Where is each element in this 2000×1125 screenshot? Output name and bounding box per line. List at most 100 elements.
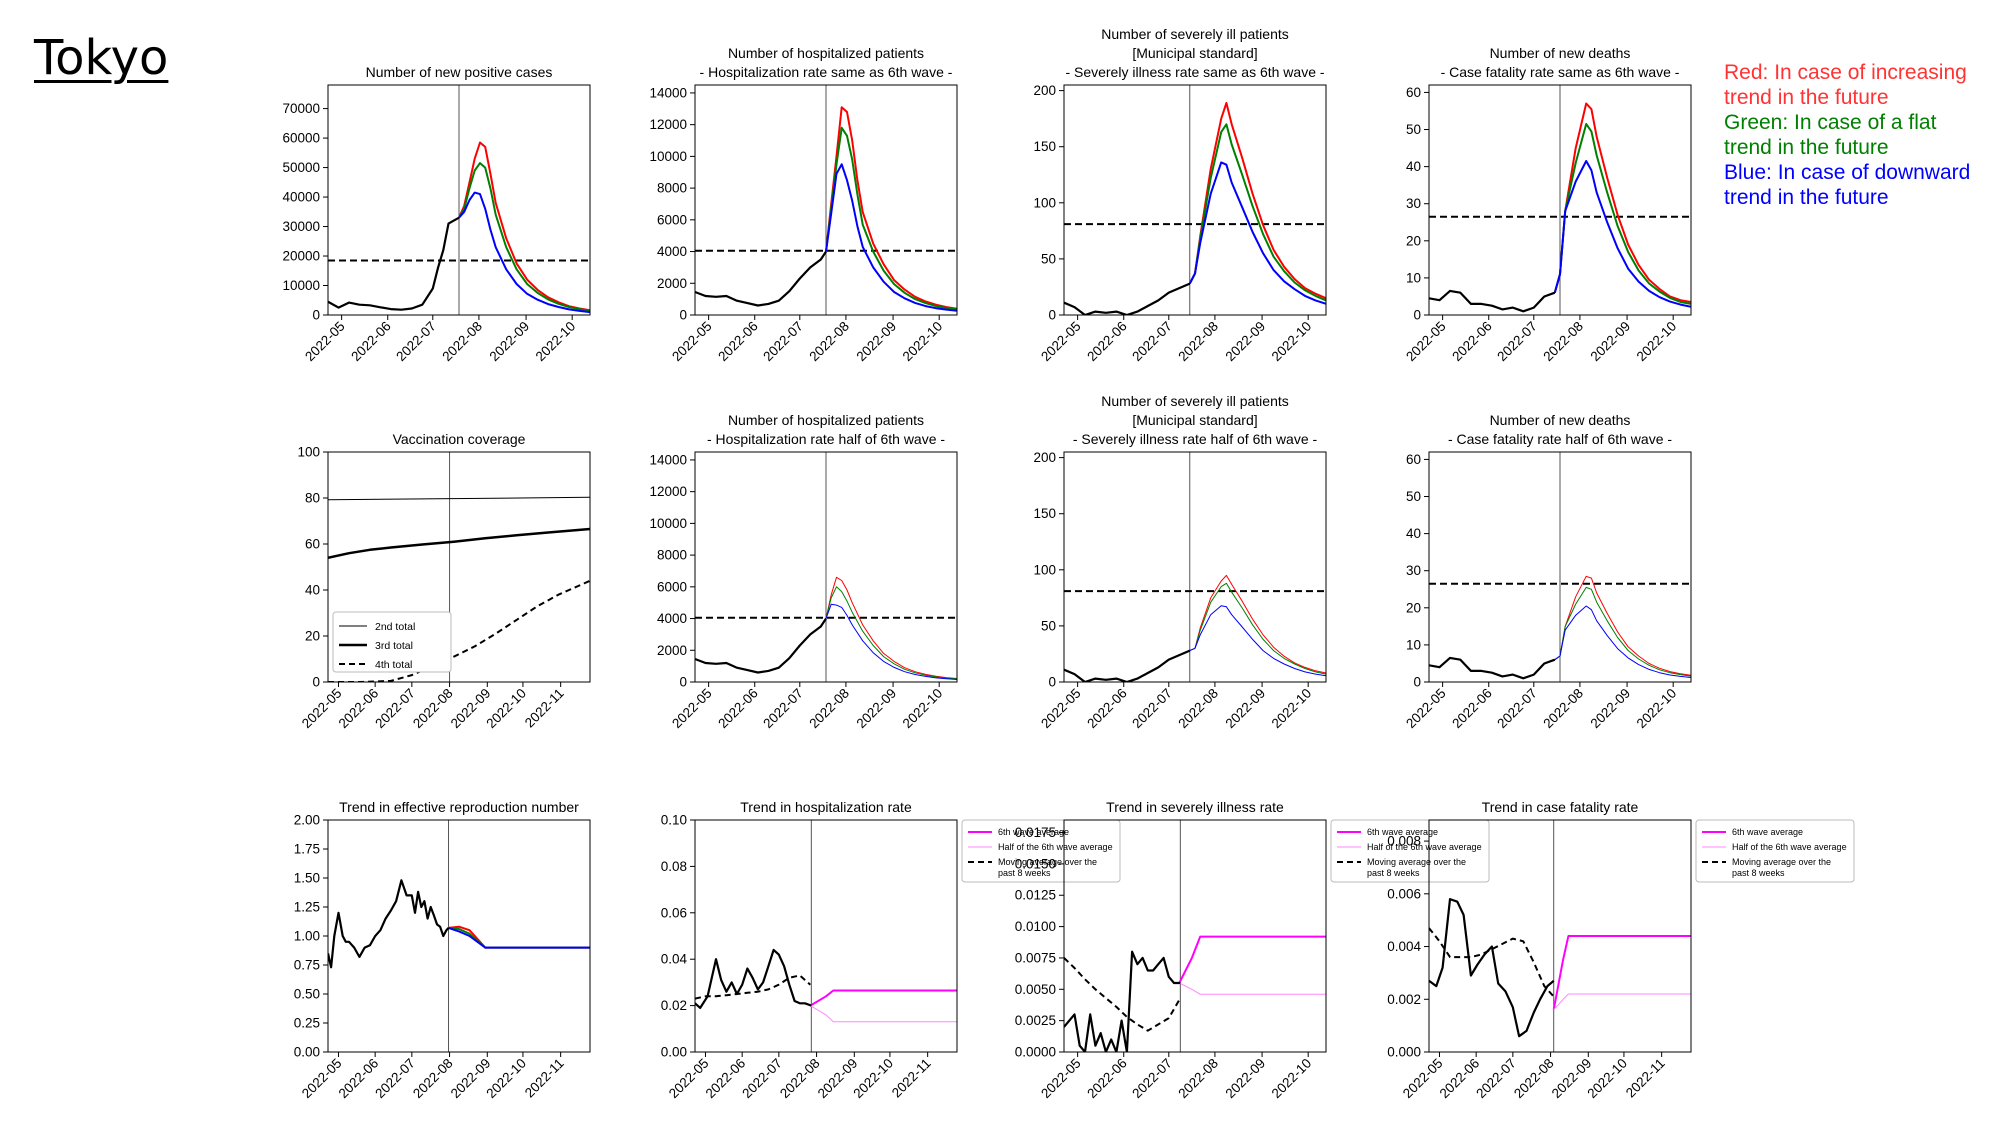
y-tick-label: 8000 — [657, 548, 687, 563]
chart-title: Number of severely ill patients — [1101, 393, 1289, 409]
plot-area — [1064, 820, 1326, 1052]
plot-area — [1429, 85, 1691, 315]
x-tick-label: 2022-05 — [302, 319, 348, 365]
legend-label: Half of the 6th wave average — [998, 842, 1113, 852]
x-tick-label: 2022-09 — [487, 319, 533, 365]
y-tick-label: 0.002 — [1387, 992, 1421, 1007]
x-tick-label: 2022-08 — [410, 1056, 456, 1102]
x-tick-label: 2022-08 — [806, 319, 852, 365]
x-tick-label: 2022-09 — [1223, 319, 1269, 365]
plot-area — [695, 85, 957, 315]
y-tick-label: 0.75 — [294, 958, 320, 973]
x-tick-label: 2022-11 — [522, 686, 567, 731]
y-tick-label: 0 — [679, 675, 687, 690]
y-tick-label: 0 — [1048, 675, 1056, 690]
y-tick-label: 10000 — [649, 516, 687, 531]
x-tick-label: 2022-10 — [900, 686, 946, 732]
chart-title: Trend in case fatality rate — [1482, 799, 1639, 815]
chart-severely-ill-half: Number of severely ill patients [Municipa… — [1033, 393, 1327, 732]
series-observed — [328, 216, 460, 311]
y-tick-label: 100 — [297, 445, 320, 460]
chart-title: [Municipal standard] — [1132, 45, 1257, 61]
series-flat — [1553, 123, 1691, 305]
x-tick-label: 2022-05 — [1400, 1056, 1446, 1102]
y-tick-label: 1.25 — [294, 900, 320, 915]
plot-area — [1429, 452, 1691, 682]
y-tick-label: 0.06 — [661, 905, 687, 920]
chart-title: - Severely illness rate half of 6th wave… — [1073, 431, 1318, 447]
y-tick-label: 1.75 — [294, 842, 320, 857]
series-increasing — [1553, 102, 1691, 303]
legend-box — [1695, 819, 1855, 883]
series-increasing — [458, 141, 590, 312]
series-flat — [1188, 123, 1326, 302]
x-tick-label: 2022-08 — [1175, 686, 1221, 732]
y-tick-label: 0.0050 — [1015, 982, 1056, 997]
x-tick-label: 2022-07 — [372, 1056, 418, 1102]
series-observed — [1429, 656, 1556, 680]
plot-frame — [1063, 451, 1327, 683]
y-tick-label: 0.000 — [1387, 1045, 1421, 1060]
plot-area — [1064, 452, 1326, 682]
legend-label: Half of the 6th wave average — [1732, 842, 1847, 852]
x-tick-label: 2022-06 — [1449, 319, 1495, 365]
x-tick-label: 2022-11 — [889, 1056, 934, 1101]
y-tick-label: 100 — [1033, 562, 1056, 577]
legend-label: 6th wave average — [1732, 827, 1803, 837]
legend-label: 6th wave average — [1367, 827, 1438, 837]
y-tick-label: 0.008 — [1387, 834, 1421, 849]
y-tick-label: 0.004 — [1387, 939, 1421, 954]
x-tick-label: 2022-05 — [299, 686, 345, 732]
x-tick-label: 2022-07 — [1494, 686, 1540, 732]
y-tick-label: 0.00 — [294, 1045, 320, 1060]
chart-title: Trend in effective reproduction number — [339, 799, 579, 815]
y-tick-label: 0.0125 — [1015, 888, 1056, 903]
y-tick-label: 2000 — [657, 276, 687, 291]
x-tick-label: 2022-06 — [336, 1056, 382, 1102]
chart-effective-reproduction: Trend in effective reproduction number 0.… — [294, 799, 591, 1102]
x-tick-label: 2022-07 — [1129, 686, 1175, 732]
legend-label: Moving average over the past 8 weeks — [1732, 857, 1831, 878]
y-tick-label: 50 — [1406, 489, 1421, 504]
series-moving-average — [1064, 957, 1182, 1032]
series-downward — [825, 163, 957, 312]
y-tick-label: 40 — [1406, 526, 1421, 541]
x-tick-label: 2022-06 — [715, 319, 761, 365]
x-tick-label: 2022-05 — [1038, 1056, 1084, 1102]
plot-frame — [1063, 84, 1327, 316]
x-tick-label: 2022-06 — [1449, 686, 1495, 732]
y-tick-label: 6000 — [657, 579, 687, 594]
y-tick-label: 10 — [1406, 270, 1421, 285]
y-tick-label: 2.00 — [294, 813, 320, 828]
y-tick-label: 50 — [1406, 122, 1421, 137]
series-increasing — [825, 576, 957, 679]
x-tick-label: 2022-09 — [1223, 1056, 1269, 1102]
x-tick-label: 2022-06 — [715, 686, 761, 732]
series-increasing — [1189, 574, 1326, 674]
x-tick-label: 2022-08 — [1540, 686, 1586, 732]
plot-frame — [694, 84, 958, 316]
legend-label: 2nd total — [375, 621, 415, 633]
legend-line: trend in the future — [1724, 136, 1889, 159]
series-increasing — [1554, 575, 1691, 676]
x-tick-label: 2022-06 — [1437, 1056, 1483, 1102]
y-tick-label: 14000 — [649, 452, 687, 467]
y-tick-label: 0.0150 — [1015, 856, 1056, 871]
x-tick-label: 2022-10 — [850, 1056, 896, 1102]
y-tick-label: 0.10 — [661, 813, 687, 828]
plot-frame — [327, 451, 591, 683]
y-tick-label: 150 — [1033, 139, 1056, 154]
y-tick-label: 6000 — [657, 212, 687, 227]
x-tick-label: 2022-10 — [483, 1056, 529, 1102]
plot-area — [328, 820, 590, 1052]
plot-frame — [327, 84, 591, 316]
legend-line: trend in the future — [1724, 186, 1889, 209]
legend-label-line: Moving average over the — [1732, 857, 1831, 867]
x-tick-label: 2022-08 — [1175, 1056, 1221, 1102]
y-tick-label: 0 — [1048, 308, 1056, 323]
series-observed — [695, 948, 812, 1010]
x-tick-label: 2022-09 — [1223, 686, 1269, 732]
series-6th-wave-average — [1178, 935, 1326, 984]
y-tick-label: 20000 — [282, 249, 320, 264]
y-tick-label: 30 — [1406, 563, 1421, 578]
